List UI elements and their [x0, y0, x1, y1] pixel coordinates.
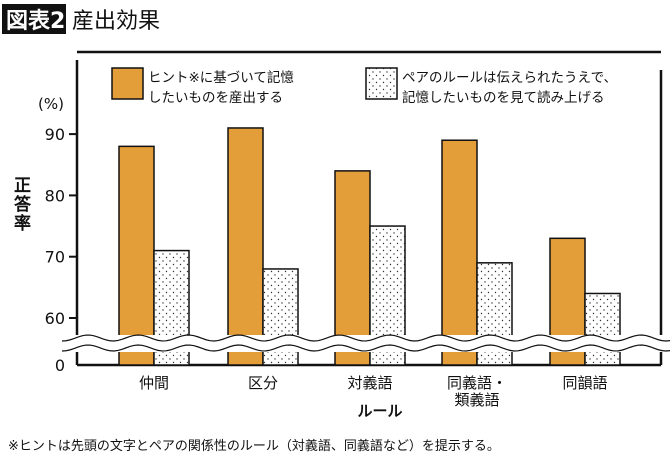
- y-tick-label: 60: [45, 309, 65, 328]
- legend-label: 記憶したいものを見て読み上げる: [402, 89, 605, 106]
- x-axis-label: ルール: [357, 402, 402, 420]
- x-tick-label: 同韻語: [562, 374, 607, 392]
- legend-swatch: [111, 67, 144, 100]
- chart-title: 産出効果: [72, 9, 160, 34]
- y-tick-label: 70: [45, 248, 65, 267]
- title-badge-text: 図表2: [6, 9, 65, 34]
- axis-break-line: [61, 334, 670, 342]
- bar-1-1: [118, 145, 155, 366]
- footnote: ※ヒントは先頭の文字とペアの関係性のルール（対義語、同義語など）を提示する。: [8, 438, 500, 454]
- bar-2-5: [584, 292, 621, 366]
- y-axis-label: 正答率: [10, 176, 30, 233]
- x-tick-label: 類義語: [454, 391, 499, 409]
- y-tick-label: 90: [45, 125, 65, 144]
- legend-label: ペアのルールは伝えられたうえで、: [402, 70, 617, 86]
- legend-label: ヒント※に基づいて記憶: [148, 69, 294, 86]
- bar-1-2: [227, 127, 264, 366]
- legend-swatch: [365, 67, 398, 100]
- x-tick-label: 区分: [248, 374, 278, 392]
- x-tick-label: 仲間: [139, 374, 169, 392]
- y-tick-label: 0: [55, 356, 65, 375]
- x-tick-label: 同義語・: [447, 374, 507, 392]
- axis-break-line: [61, 344, 670, 352]
- y-tick-label: 80: [45, 186, 65, 205]
- axis-break-band: [62, 341, 670, 346]
- title-badge: [2, 4, 66, 34]
- legend-label: したいものを産出する: [148, 90, 283, 106]
- x-tick-label: 対義語: [347, 374, 392, 392]
- bar-1-3: [334, 170, 371, 366]
- y-unit: (%): [38, 95, 64, 113]
- bar-1-4: [441, 139, 478, 366]
